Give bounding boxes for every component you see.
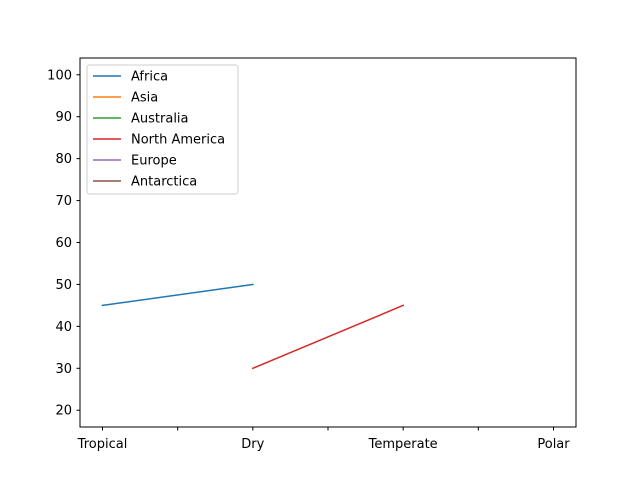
series-line-north-america <box>251 304 405 370</box>
x-tick-label: Tropical <box>77 437 128 452</box>
series-layer <box>101 283 405 370</box>
y-tick-label: 80 <box>55 152 72 167</box>
legend-label: Africa <box>131 70 168 85</box>
y-tick-label: 90 <box>55 110 72 125</box>
legend-label: Europe <box>131 154 177 169</box>
legend-label: Antarctica <box>131 175 197 190</box>
x-tick-label: Dry <box>241 437 264 452</box>
y-tick-label: 50 <box>55 278 72 293</box>
y-tick-label: 40 <box>55 320 72 335</box>
series-line-africa <box>101 283 254 307</box>
y-tick-label: 70 <box>55 194 72 209</box>
y-tick-label: 20 <box>55 404 72 419</box>
y-tick-label: 100 <box>47 68 72 83</box>
y-tick-label: 30 <box>55 362 72 377</box>
y-axis: 20 30 40 50 60 70 80 90 100 <box>47 68 80 419</box>
legend-label: Australia <box>131 112 189 127</box>
x-axis: Tropical Dry Temperate Polar <box>77 427 570 452</box>
legend: Africa Asia Australia North America Europe An… <box>86 64 239 195</box>
legend-label: Asia <box>131 91 158 106</box>
plot-frame <box>79 57 577 428</box>
legend-label: North America <box>131 133 225 148</box>
y-tick-label: 60 <box>55 236 72 251</box>
x-tick-label: Temperate <box>368 437 438 452</box>
legend-box <box>86 64 239 195</box>
x-tick-label: Polar <box>537 437 570 452</box>
